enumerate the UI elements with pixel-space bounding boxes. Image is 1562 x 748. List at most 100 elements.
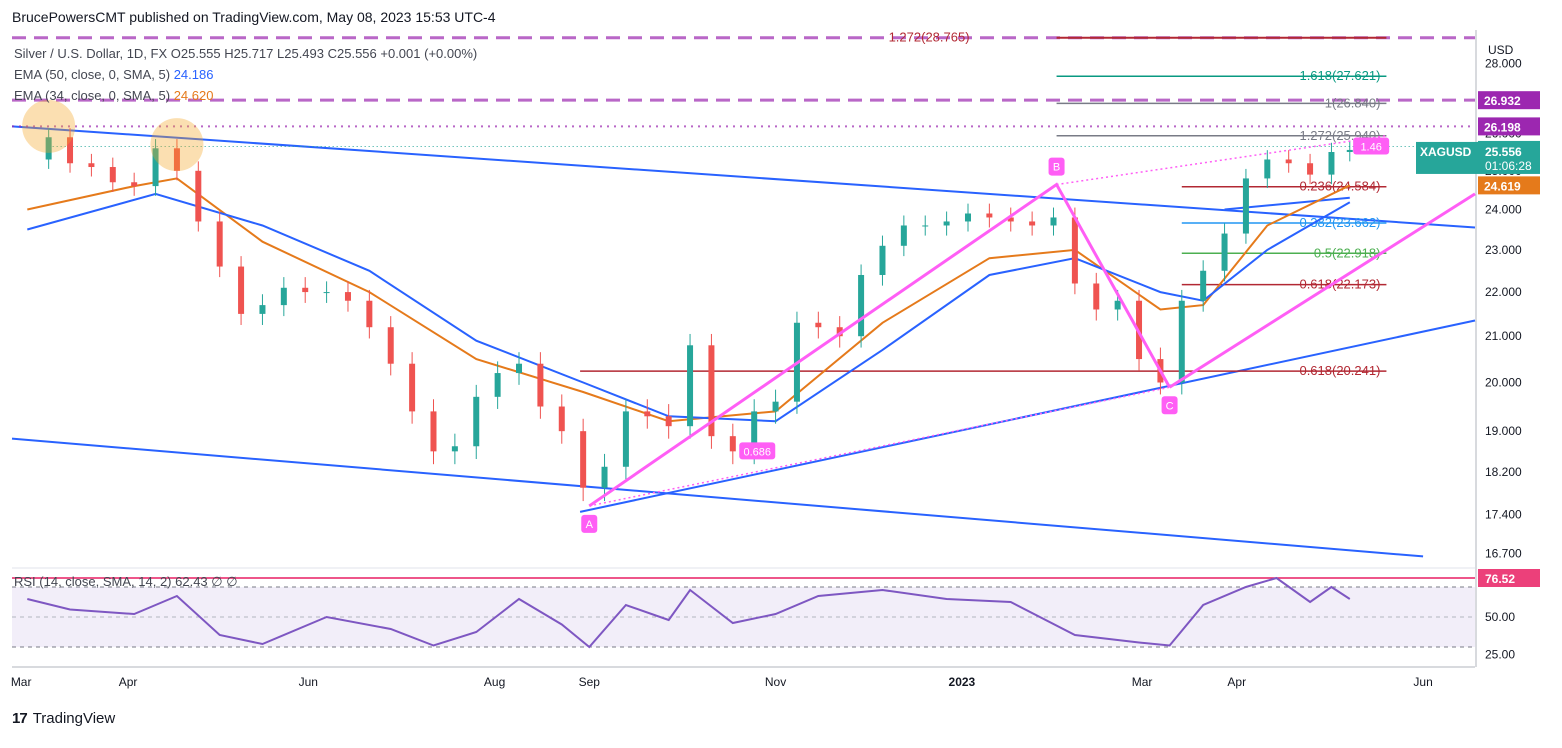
candle-body: [986, 213, 993, 218]
x-tick-label: Aug: [484, 675, 505, 689]
currency-label: USD: [1488, 43, 1514, 57]
brand-name: TradingView: [32, 710, 116, 727]
fib-level-label: 0.5(22.918): [1314, 245, 1381, 260]
ratio-annotation-box: [1353, 137, 1390, 155]
candle-body: [451, 446, 458, 452]
rsi-y-tick: 25.00: [1485, 648, 1515, 662]
symbol-badge: [1416, 141, 1540, 174]
x-tick-label: Apr: [1227, 675, 1246, 689]
rsi-value-badge: [1478, 569, 1540, 587]
candle-body: [708, 345, 715, 437]
pattern-point-marker: [581, 514, 598, 533]
y-tick-label: 23.000: [1485, 243, 1522, 257]
candle-body: [152, 148, 159, 187]
candle-body: [131, 182, 138, 187]
candle-body: [516, 363, 523, 374]
candle-body: [1242, 178, 1249, 234]
y-tick-label: 24.000: [1485, 203, 1522, 217]
candle-body: [665, 416, 672, 427]
candle-body: [1114, 300, 1121, 310]
candle-body: [1285, 159, 1292, 164]
abc-projection-line: [1168, 192, 1476, 389]
ohlc-legend: Silver / U.S. Dollar, 1D, FX O25.555 H25…: [14, 46, 478, 61]
candle-body: [67, 137, 74, 164]
y-tick-label: 19.000: [1485, 424, 1522, 438]
candle-body: [259, 305, 266, 314]
candle-body: [109, 167, 116, 183]
candle-body: [1007, 217, 1014, 222]
candle-body: [622, 411, 629, 467]
y-tick-label: 20.000: [1485, 375, 1522, 389]
rsi-y-tick: 50.00: [1485, 610, 1515, 624]
fib-level-label: 1.272(28.765): [889, 30, 970, 45]
candle-body: [900, 225, 907, 246]
symbol-label: XAGUSD: [1420, 145, 1472, 159]
candle-body: [943, 221, 950, 226]
ema34-value: 24.620: [173, 88, 214, 103]
abc-pattern-line: [588, 182, 1171, 508]
y-tick-label: 18.200: [1485, 465, 1522, 479]
candle-body: [366, 300, 373, 328]
highlight-circle: [22, 99, 76, 153]
candle-body: [1328, 152, 1335, 175]
candle-body: [302, 287, 309, 293]
ratio-annotation-box: [739, 442, 776, 460]
ema50-value: 24.186: [173, 67, 214, 82]
candle-body: [644, 411, 651, 417]
candle-body: [858, 274, 865, 337]
candle-body: [772, 401, 779, 412]
candle-body: [344, 292, 351, 301]
x-tick-label: Jun: [299, 675, 318, 689]
b-projection-dotted: [1056, 135, 1387, 186]
pattern-point-marker: [1048, 157, 1065, 176]
candle-body: [1200, 270, 1207, 301]
candle-body: [879, 245, 886, 275]
fib-level-label: 0.382(23.662): [1299, 215, 1380, 230]
y-tick-label: 16.700: [1485, 547, 1522, 561]
rsi-line: [27, 576, 1351, 649]
fib-level-label: 0.236(24.584): [1299, 179, 1380, 194]
ratio-annotation-label: 0.686: [743, 446, 771, 458]
candle-body: [409, 363, 416, 412]
candle-body: [922, 225, 929, 227]
ascending-trendline: [579, 319, 1476, 513]
last-price-label: 25.556: [1485, 145, 1522, 159]
publisher-header: BrucePowersCMT published on TradingView.…: [12, 9, 496, 25]
candle-body: [387, 327, 394, 364]
ac-dotted-line: [589, 386, 1170, 507]
candle-body: [815, 322, 822, 328]
candle-body: [1307, 163, 1314, 175]
candle-body: [964, 213, 971, 222]
pattern-point-marker: [1161, 396, 1178, 415]
y-tick-label: 28.000: [1485, 56, 1522, 70]
candle-body: [216, 221, 223, 267]
descending-trendline-upper: [11, 125, 1476, 229]
y-tick-label: 17.400: [1485, 508, 1522, 522]
candle-body: [580, 431, 587, 488]
highlight-circle: [150, 118, 204, 172]
candle-body: [751, 411, 758, 452]
descending-trendline-lower: [11, 437, 1424, 558]
tradingview-brand[interactable]: 17 TradingView: [12, 710, 115, 727]
ema34-label: EMA (34, close, 0, SMA, 5): [14, 88, 171, 103]
ema34-legend: EMA (34, close, 0, SMA, 5) 24.620: [14, 88, 213, 103]
candle-body: [45, 137, 52, 160]
candle-body: [1264, 159, 1271, 179]
pattern-point-label: C: [1166, 400, 1174, 412]
pattern-point-label: B: [1053, 162, 1060, 174]
candle-body: [601, 466, 608, 488]
fib-level-label: 1(26.840): [1325, 95, 1381, 110]
pattern-point-label: A: [586, 519, 594, 531]
x-tick-label: Jun: [1413, 675, 1432, 689]
x-tick-label: Apr: [119, 675, 138, 689]
candle-body: [88, 163, 95, 168]
candle-body: [195, 170, 202, 222]
fib-level-label: 1.618(27.621): [1299, 68, 1380, 83]
countdown-label: 01:06:28: [1485, 159, 1532, 173]
candle-body: [836, 327, 843, 337]
candle-body: [1071, 217, 1078, 284]
price-axis-badge-label: 24.619: [1484, 179, 1521, 193]
candle-body: [430, 411, 437, 452]
candle-body: [323, 292, 330, 294]
